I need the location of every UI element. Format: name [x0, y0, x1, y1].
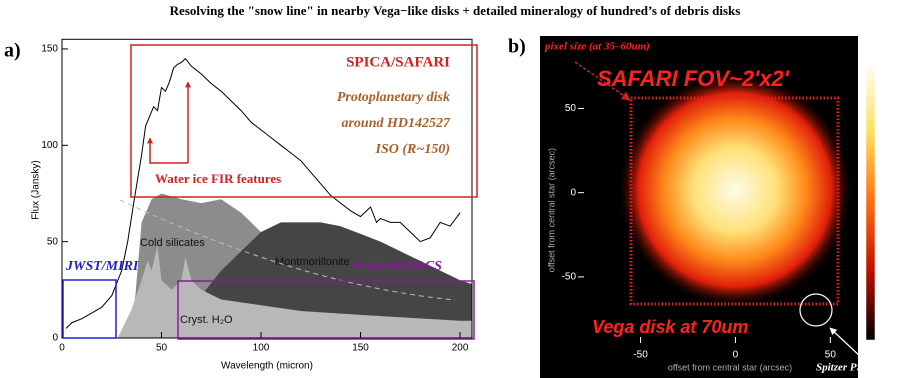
psf-circle: [799, 293, 833, 327]
psf-arrow: [829, 327, 863, 359]
disk-emission: [617, 72, 853, 308]
annotation: ISO (R~150): [375, 142, 450, 157]
panel-label: b): [508, 36, 526, 58]
pacs-box: [177, 280, 475, 340]
y-tick-label: 150: [41, 44, 58, 55]
panel-label: a): [4, 40, 21, 62]
x-axis-label: offset from central star (arcsec): [668, 362, 792, 372]
x-tick-label: 0: [59, 343, 65, 354]
colorbar-tick-label: -0.7: [880, 195, 896, 205]
component-label: Montmorillonite: [275, 256, 350, 268]
x-tick-label: 50: [825, 350, 837, 361]
x-tick-label: 200: [452, 343, 469, 354]
x-axis-label: Wavelength (micron): [221, 361, 313, 372]
y-tick-label: -50: [562, 272, 577, 283]
x-tick-label: 50: [156, 343, 168, 354]
component-label: Cold silicates: [140, 237, 205, 249]
spectrum-line: [65, 57, 461, 329]
panel-b: -50 0 50 -50 0 50 offset from central star (ar…: [508, 36, 902, 378]
colorbar-tick-label: -1.2: [880, 259, 896, 269]
annotation: pixel size (at 35–60um): [544, 41, 650, 53]
colorbar: [865, 61, 876, 341]
y-tick-label: 0: [570, 187, 576, 198]
annotation: SPICA/SAFARI: [346, 54, 450, 70]
component-area: [117, 245, 472, 338]
annotation: JWST/MIRI: [65, 259, 139, 274]
feature-arrows: [149, 85, 189, 164]
y-tick-label: 50: [565, 103, 577, 114]
spica-box: [130, 44, 478, 198]
annotation: SAFARI FOV~2'x2': [597, 66, 790, 91]
x-tick-label: 0: [733, 350, 739, 361]
annotation: Protoplanetary disk: [337, 90, 450, 105]
y-tick-label: 0: [52, 333, 58, 344]
x-tick-label: 100: [253, 343, 270, 354]
colorbar-tick-label: -0.1: [880, 120, 896, 130]
y-axis-label: offset from central star (arcsec): [546, 148, 556, 272]
x-tick-label: -50: [633, 350, 648, 361]
colorbar-tick-label: 0.4: [880, 56, 893, 66]
annotation: Herschel/PACS: [351, 259, 442, 274]
annotation: around HD142527: [341, 116, 451, 131]
plot-frame: [61, 38, 473, 339]
annotation: Water ice FIR features: [155, 171, 281, 186]
panel-a: Cold silicates Montmorillonite Cryst. H₂O 0…: [4, 38, 478, 372]
figure-title: Resolving the "snow line" in nearby Vega…: [170, 3, 741, 18]
pixel-arrow: [574, 61, 631, 101]
colorbar-label: log S (mJy/arcsec²): [892, 161, 902, 239]
annotation: Vega disk at 70um: [592, 317, 748, 337]
annotation: Spitzer PSF: [816, 362, 871, 374]
x-tick-label: 150: [352, 343, 369, 354]
y-tick-label: 100: [41, 140, 58, 151]
y-axis-label: Flux (Jansky): [31, 160, 42, 219]
jwst-box: [62, 279, 117, 339]
y-tick-label: 50: [47, 236, 59, 247]
colorbar-tick-label: -1.8: [880, 334, 896, 344]
model-line: [119, 199, 456, 301]
component-label: Cryst. H₂O: [180, 314, 233, 326]
